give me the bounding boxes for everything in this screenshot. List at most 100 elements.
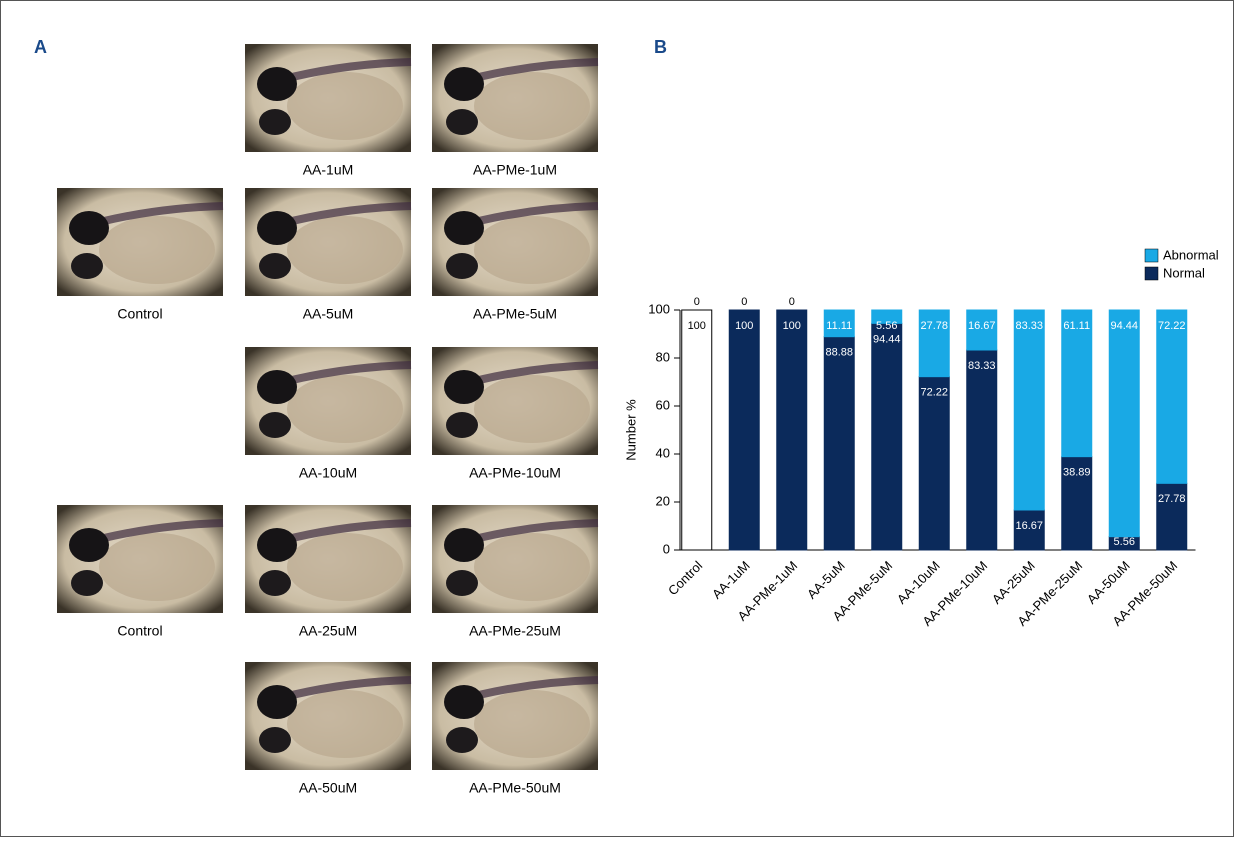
value-label: 5.56 (1114, 536, 1135, 548)
eye (446, 727, 478, 753)
micrograph (432, 188, 598, 296)
micrograph (432, 662, 598, 770)
y-tick-label: 80 (656, 349, 670, 364)
bar-segment (682, 310, 712, 550)
figure: A B AA-1uM AA-PMe-1uM Control AA-5uM AA-PMe-… (0, 0, 1234, 837)
yolk (474, 690, 590, 758)
bar-segment (777, 310, 807, 550)
panel-label: B (654, 37, 667, 57)
x-tick-label: AA-5uM (804, 558, 848, 602)
value-label: 83.33 (968, 360, 996, 372)
eye (446, 570, 478, 596)
bar-segment (919, 377, 949, 550)
value-label: 100 (783, 320, 801, 332)
value-label: 11.11 (826, 320, 852, 332)
eye (257, 370, 297, 404)
yolk (99, 216, 215, 284)
eye (446, 253, 478, 279)
x-tick-label: Control (665, 558, 705, 598)
y-tick-label: 100 (648, 301, 670, 316)
y-tick-label: 60 (656, 397, 670, 412)
bar-segment (824, 337, 854, 550)
value-label: 0 (789, 296, 795, 308)
caption: AA-25uM (299, 623, 357, 639)
caption: AA-PMe-1uM (473, 162, 557, 178)
eye (71, 253, 103, 279)
value-label: 94.44 (873, 333, 901, 345)
value-label: 100 (688, 320, 706, 332)
bar-segment (1109, 310, 1139, 537)
yolk (287, 216, 403, 284)
eye (444, 370, 484, 404)
value-label: 100 (735, 320, 753, 332)
micrograph (432, 347, 598, 455)
value-label: 94.44 (1110, 320, 1138, 332)
yolk (287, 690, 403, 758)
micrograph (57, 188, 223, 296)
eye (71, 570, 103, 596)
eye (69, 528, 109, 562)
legend-swatch (1145, 249, 1158, 262)
caption: AA-PMe-50uM (469, 780, 561, 796)
value-label: 27.78 (1158, 493, 1186, 505)
value-label: 83.33 (1015, 320, 1043, 332)
eye (444, 528, 484, 562)
legend-label: Abnormal (1163, 247, 1219, 262)
yolk (474, 72, 590, 140)
value-label: 88.88 (825, 347, 853, 359)
yolk (474, 375, 590, 443)
panel-label: A (34, 37, 47, 57)
eye (444, 211, 484, 245)
value-label: 72.22 (1158, 320, 1186, 332)
value-label: 16.67 (1015, 520, 1043, 532)
x-tick-label: AA-1uM (709, 558, 753, 602)
eye (259, 109, 291, 135)
value-label: 16.67 (968, 320, 996, 332)
micrograph (57, 505, 223, 613)
eye (446, 412, 478, 438)
micrograph (245, 505, 411, 613)
value-label: 0 (741, 296, 747, 308)
frame (1, 1, 1234, 837)
bar-segment (729, 310, 759, 550)
caption: AA-PMe-10uM (469, 465, 561, 481)
eye (444, 685, 484, 719)
legend-swatch (1145, 267, 1158, 280)
bar-segment (967, 350, 997, 550)
eye (259, 727, 291, 753)
bar-segment (1062, 310, 1092, 457)
eye (257, 528, 297, 562)
y-tick-label: 40 (656, 445, 670, 460)
bar-segment (1157, 310, 1187, 483)
micrograph (245, 347, 411, 455)
yolk (474, 533, 590, 601)
value-label: 38.89 (1063, 467, 1091, 479)
value-label: 0 (694, 296, 700, 308)
y-tick-label: 20 (656, 493, 670, 508)
yolk (99, 533, 215, 601)
value-label: 72.22 (920, 387, 948, 399)
yolk (287, 533, 403, 601)
yolk (287, 72, 403, 140)
x-tick-label: AA-10uM (894, 558, 943, 607)
eye (69, 211, 109, 245)
caption: AA-5uM (303, 306, 354, 322)
eye (259, 412, 291, 438)
value-label: 61.11 (1063, 320, 1090, 332)
y-tick-label: 0 (663, 541, 670, 556)
eye (257, 685, 297, 719)
eye (444, 67, 484, 101)
x-tick-label: AA-25uM (989, 558, 1038, 607)
eye (446, 109, 478, 135)
micrograph (245, 188, 411, 296)
caption: AA-1uM (303, 162, 354, 178)
yolk (287, 375, 403, 443)
micrograph (245, 662, 411, 770)
legend-label: Normal (1163, 265, 1205, 280)
caption: Control (117, 623, 162, 639)
yolk (474, 216, 590, 284)
caption: Control (117, 306, 162, 322)
caption: AA-10uM (299, 465, 357, 481)
eye (257, 211, 297, 245)
bar-segment (1014, 310, 1044, 510)
